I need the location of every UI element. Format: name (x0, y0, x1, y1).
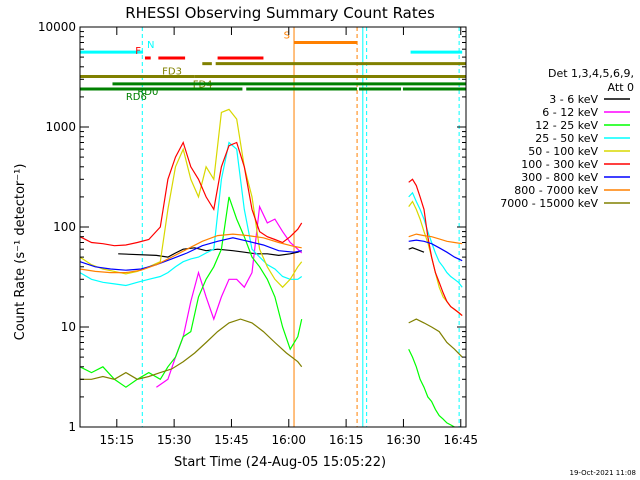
legend-label-800-7000-kev: 800 - 7000 keV (514, 184, 598, 197)
series-300-800-kev-part-1 (408, 239, 463, 262)
flag-label-rd6: RD6 (126, 92, 147, 103)
legend-header-line-2: Att 0 (608, 81, 634, 94)
plot-area: NFFD3FD4RD0RD6S 15:1515:3015:4516:0016:1… (38, 20, 478, 447)
series-lines (79, 108, 463, 428)
x-tick-label-16-45: 16:45 (443, 433, 478, 447)
legend-label-3-6-kev: 3 - 6 keV (549, 93, 598, 106)
y-tick-label-1000: 1000 (45, 120, 76, 134)
legend-label-300-800-kev: 300 - 800 keV (521, 171, 598, 184)
x-axis-label: Start Time (24-Aug-05 15:05:22) (174, 455, 386, 470)
series-12-25-kev-part-1 (408, 348, 455, 428)
series-7000-15000-kev-part-1 (408, 318, 463, 358)
flag-label-fd3: FD3 (162, 67, 182, 78)
series-800-7000-kev-part-0 (79, 233, 302, 274)
series-100-300-kev-part-1 (408, 178, 463, 317)
series-25-50-kev-part-0 (79, 141, 303, 287)
legend-label-100-300-kev: 100 - 300 keV (521, 158, 598, 171)
flag-label-s: S (284, 30, 290, 41)
footer-timestamp: 19-Oct-2021 11:08 (570, 469, 636, 477)
legend-label-50-100-kev: 50 - 100 keV (528, 145, 598, 158)
x-tick-label-16-15: 16:15 (329, 433, 364, 447)
x-tick-label-15-45: 15:45 (214, 433, 249, 447)
flag-label-n: N (147, 40, 154, 51)
y-axis-label: Count Rate (s⁻¹ detector⁻¹) (13, 164, 28, 341)
series-7000-15000-kev-part-0 (80, 318, 303, 380)
series-6-12-kev-part-0 (156, 204, 303, 388)
x-tick-label-15-30: 15:30 (157, 433, 192, 447)
y-tick-label-10: 10 (61, 320, 76, 334)
series-12-25-kev-part-0 (79, 196, 303, 388)
series-25-50-kev-part-1 (408, 191, 463, 288)
x-tick-label-15-15: 15:15 (100, 433, 135, 447)
flag-label-rd0: RD0 (137, 87, 158, 98)
legend-label-7000-15000-kev: 7000 - 15000 keV (500, 197, 598, 210)
legend-header-line-1: Det 1,3,4,5,6,9, (548, 67, 634, 80)
series-3-6-kev-part-1 (408, 247, 425, 253)
series-800-7000-kev-part-1 (408, 233, 463, 245)
series-300-800-kev-part-0 (79, 237, 302, 271)
series-100-300-kev-part-0 (79, 140, 303, 247)
y-tick-label-1: 1 (68, 420, 76, 434)
chart-title: RHESSI Observing Summary Count Rates (125, 4, 435, 22)
legend-label-25-50-kev: 25 - 50 keV (535, 132, 598, 145)
x-tick-label-16-00: 16:00 (271, 433, 306, 447)
y-tick-label-100: 100 (53, 220, 76, 234)
x-tick-label-16-30: 16:30 (386, 433, 421, 447)
x-axis-ticks: 15:15 15:30 15:45 16:00 16:15 16:30 16:45 (100, 27, 478, 447)
flag-label-f: F (135, 46, 141, 57)
series-3-6-kev-part-0 (118, 247, 302, 258)
y-axis-ticks: 1 10 100 1000 10000 (38, 20, 466, 434)
series-50-100-kev-part-0 (79, 108, 303, 289)
legend-label-6-12-kev: 6 - 12 keV (542, 106, 598, 119)
y-tick-label-10000: 10000 (38, 20, 76, 34)
flag-bars: NFFD3FD4RD0RD6S (80, 30, 466, 103)
legend-label-12-25-kev: 12 - 25 keV (535, 119, 598, 132)
